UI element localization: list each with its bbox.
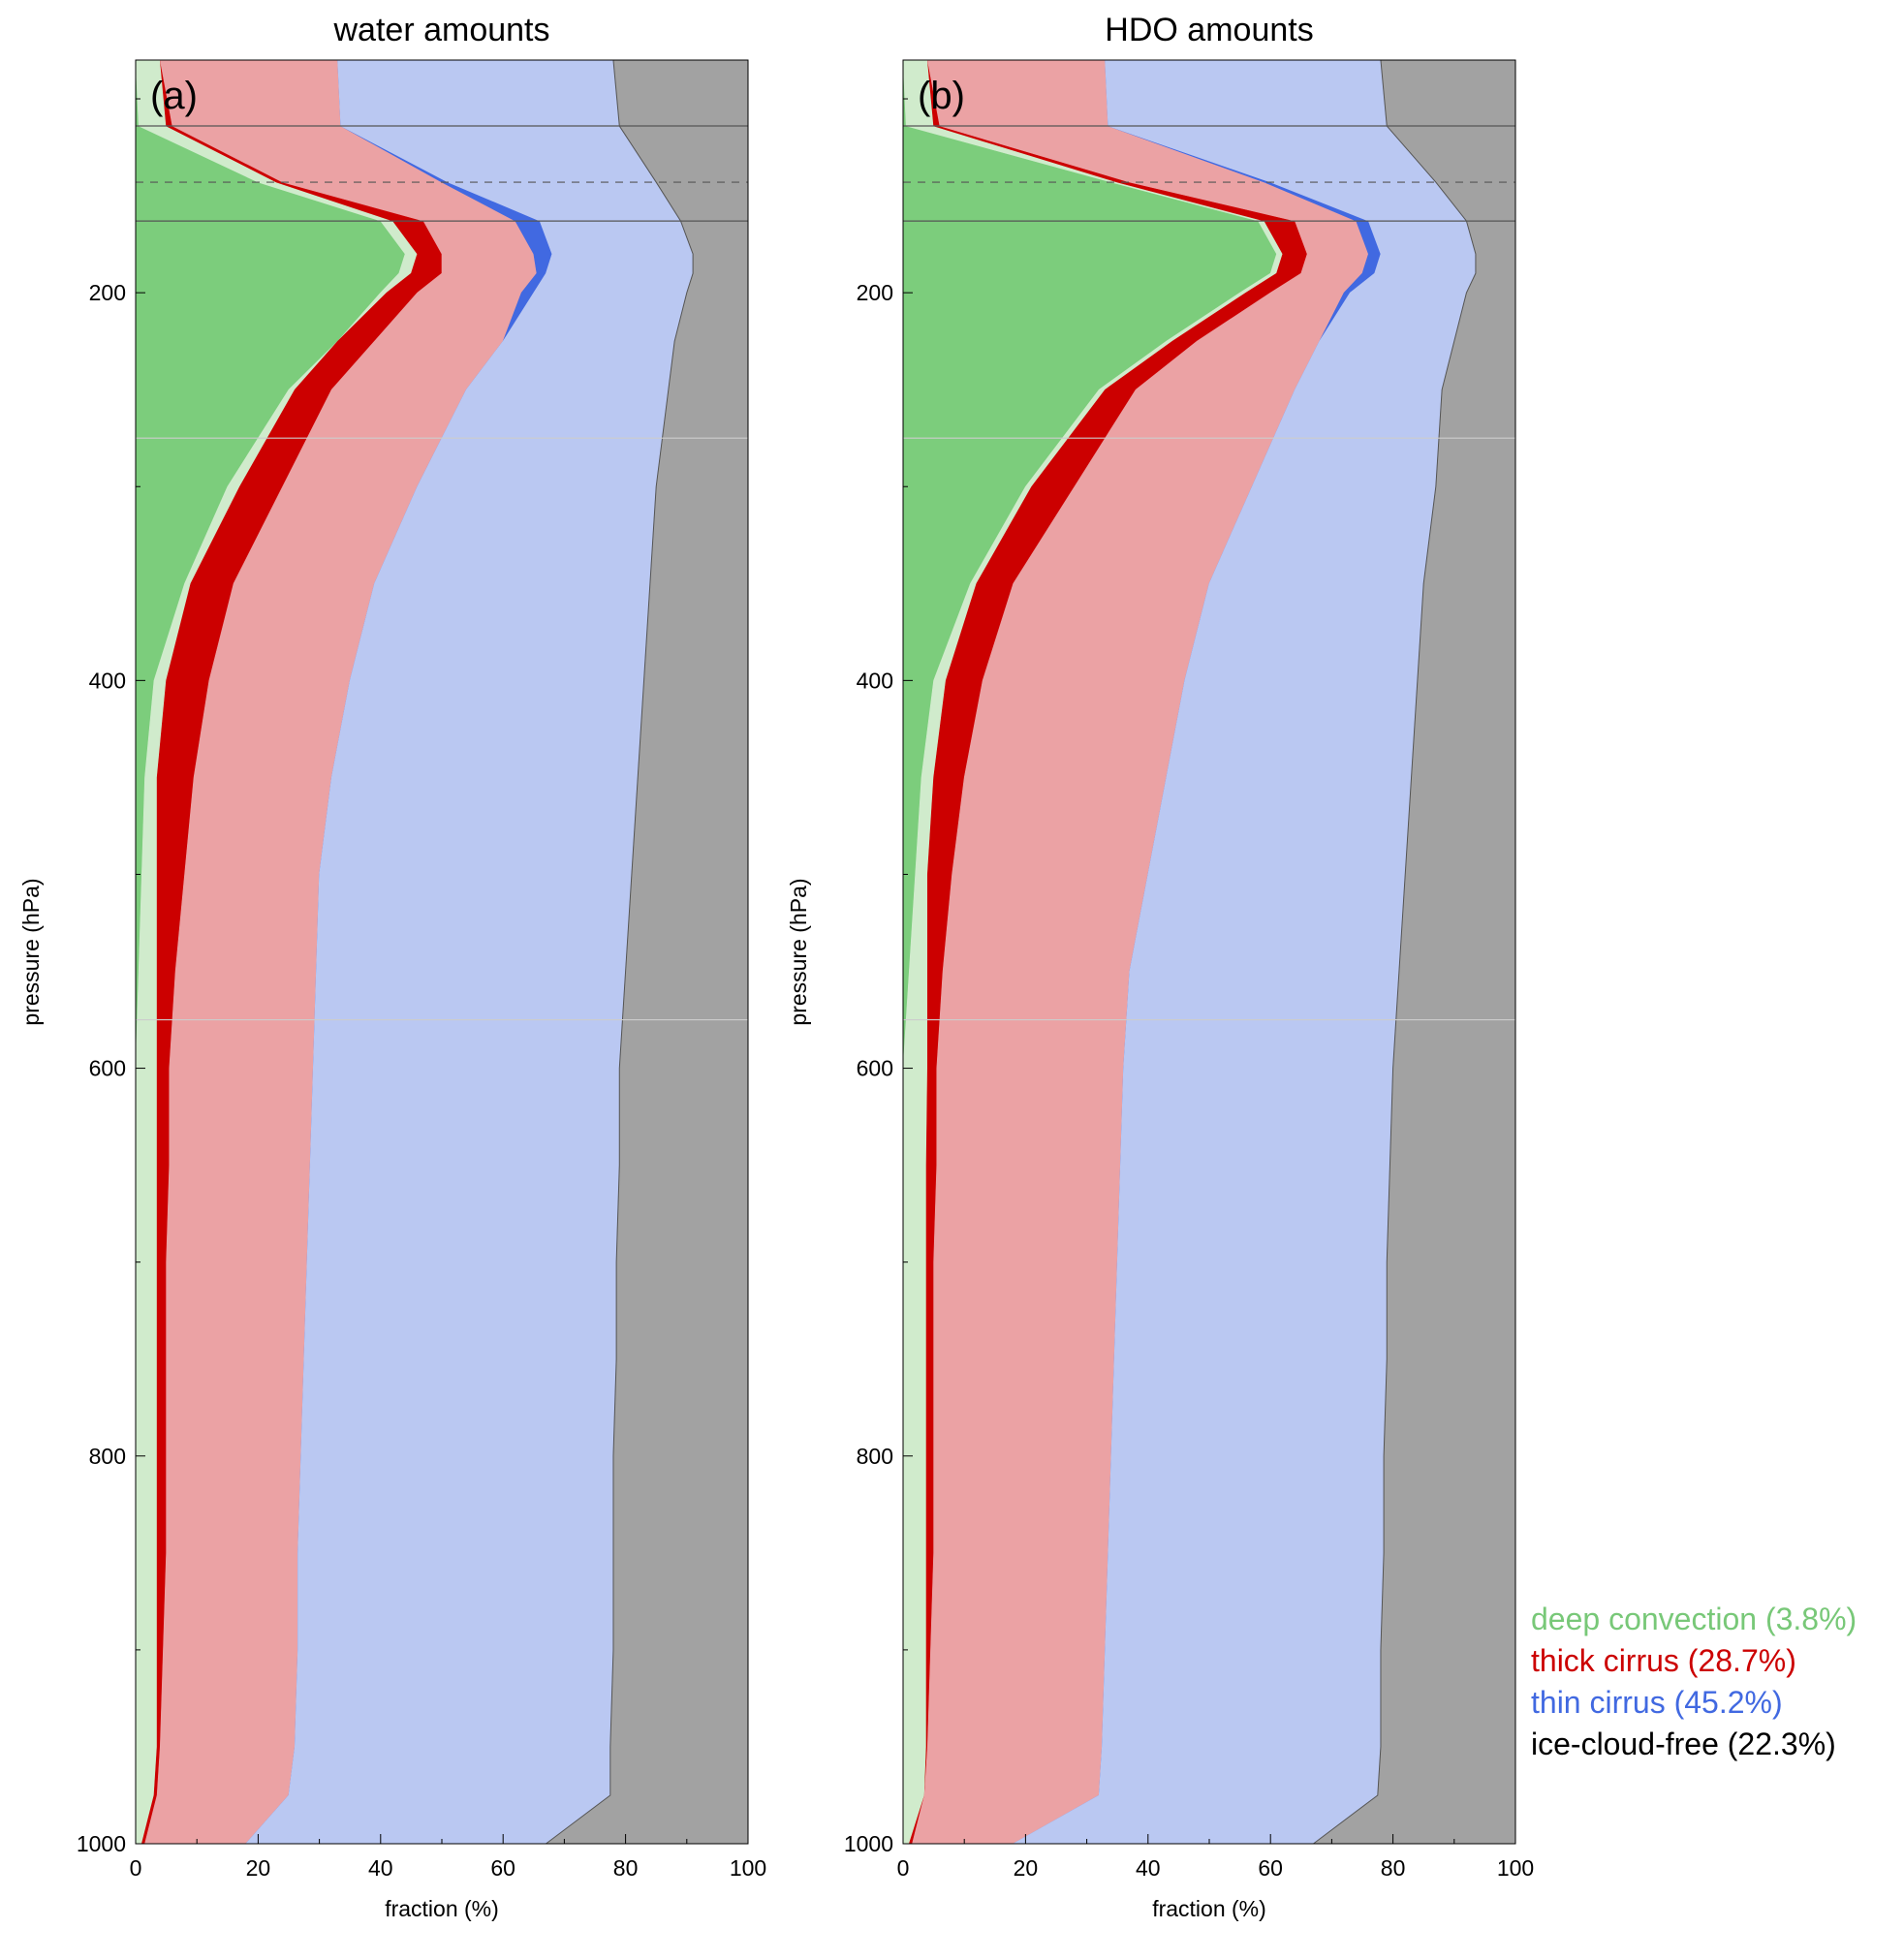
panel-a: 0 20 40 60 80 100 200 400 600 800 1000 water amoun… <box>18 12 766 1921</box>
panel-a-ytick-label: 1000 <box>77 1831 126 1856</box>
panel-b-xlabel: fraction (%) <box>1152 1896 1266 1921</box>
panel-a-free-boundary-line <box>546 59 694 1845</box>
panel-b-ytick-label: 800 <box>857 1444 893 1469</box>
panel-a-fills <box>135 59 749 1845</box>
panel-a-ticks: 0 20 40 60 80 100 200 400 600 800 1000 <box>77 98 766 1881</box>
panel-b-ytick-label: 1000 <box>844 1831 893 1856</box>
panel-a-ytick-label: 400 <box>89 668 126 693</box>
panel-b-ticks: 0 20 40 60 80 100 200 400 600 800 1000 <box>844 98 1534 1881</box>
panel-b-xtick-label: 80 <box>1381 1855 1406 1881</box>
legend: deep convection (3.8%) thick cirrus (28.… <box>1531 1602 1857 1761</box>
panel-b-xtick-label: 40 <box>1136 1855 1161 1881</box>
panel-a-xtick-label: 40 <box>368 1855 393 1881</box>
panel-a-title: water amounts <box>333 12 550 48</box>
panel-a-label: (a) <box>150 75 198 117</box>
panel-a-hlines <box>136 125 748 1021</box>
panel-a-ytick-label: 200 <box>89 280 126 305</box>
panel-b-xtick-label: 100 <box>1497 1855 1534 1881</box>
panel-b-ytick-label: 600 <box>857 1056 893 1081</box>
panel-b-ytick-label: 400 <box>857 668 893 693</box>
panel-b-ytick-label: 200 <box>857 280 893 305</box>
panel-a-ytick-label: 600 <box>89 1056 126 1081</box>
panel-b-xtick-label: 0 <box>897 1855 910 1881</box>
panel-a-xtick-label: 60 <box>490 1855 515 1881</box>
panel-a-ytick-label: 800 <box>89 1444 126 1469</box>
legend-entry-thin-cirrus: thin cirrus (45.2%) <box>1531 1685 1783 1720</box>
panel-a-ylabel: pressure (hPa) <box>18 878 44 1025</box>
panel-b-free-boundary-line <box>1313 59 1477 1845</box>
legend-entry-thick-cirrus: thick cirrus (28.7%) <box>1531 1643 1796 1678</box>
panel-b-label: (b) <box>918 75 965 117</box>
panel-a-xtick-label: 80 <box>613 1855 639 1881</box>
panel-b-xtick-label: 60 <box>1258 1855 1283 1881</box>
panel-a-xtick-label: 100 <box>730 1855 766 1881</box>
panel-a-xtick-label: 0 <box>130 1855 142 1881</box>
panel-b: 0 20 40 60 80 100 200 400 600 800 1000 HDO amounts… <box>786 12 1534 1921</box>
panel-b-title: HDO amounts <box>1105 12 1313 48</box>
panel-b-ylabel: pressure (hPa) <box>786 878 811 1025</box>
panel-b-xtick-label: 20 <box>1014 1855 1039 1881</box>
panel-a-xtick-label: 20 <box>246 1855 271 1881</box>
legend-entry-deep-convection: deep convection (3.8%) <box>1531 1602 1857 1636</box>
panel-b-hlines <box>903 125 1515 1021</box>
panel-b-fills <box>902 59 1516 1845</box>
panel-a-xlabel: fraction (%) <box>385 1896 499 1921</box>
legend-entry-ice-cloud-free: ice-cloud-free (22.3%) <box>1531 1727 1836 1761</box>
